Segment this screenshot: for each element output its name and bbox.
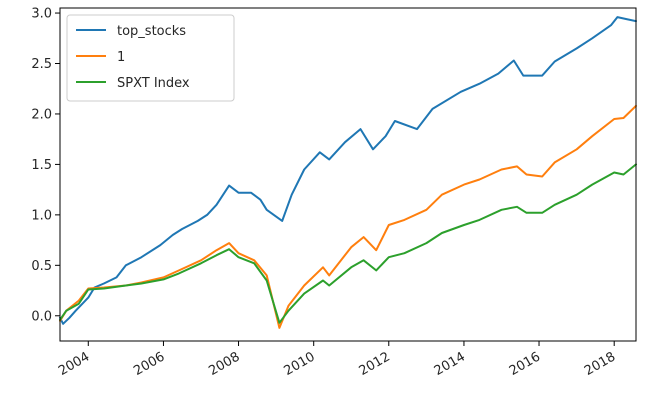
x-tick-label: 2008 [206, 349, 242, 379]
y-tick-label: 2.0 [31, 107, 52, 122]
series-line-2 [59, 163, 637, 324]
y-tick-label: 1.0 [31, 208, 52, 223]
x-tick-label: 2006 [131, 349, 167, 379]
legend-label: SPXT Index [117, 76, 190, 91]
y-tick-label: 0.5 [31, 259, 52, 274]
plot-frame [59, 7, 637, 342]
y-tick-label: 0.0 [31, 309, 52, 324]
x-tick-label: 2014 [432, 349, 468, 379]
y-tick-label: 1.5 [31, 158, 52, 173]
legend-label: 1 [117, 50, 125, 65]
y-tick-label: 2.5 [31, 57, 52, 72]
x-tick-label: 2004 [56, 349, 92, 379]
x-tick-label: 2010 [282, 349, 318, 379]
series-line-1 [59, 104, 637, 329]
x-tick-label: 2012 [357, 349, 393, 379]
legend-box [66, 14, 235, 102]
y-tick-label: 3.0 [31, 7, 52, 22]
series-line-0 [59, 16, 637, 325]
legend-label: top_stocks [117, 24, 186, 39]
x-tick-label: 2016 [507, 349, 543, 379]
x-tick-label: 2018 [582, 349, 618, 379]
